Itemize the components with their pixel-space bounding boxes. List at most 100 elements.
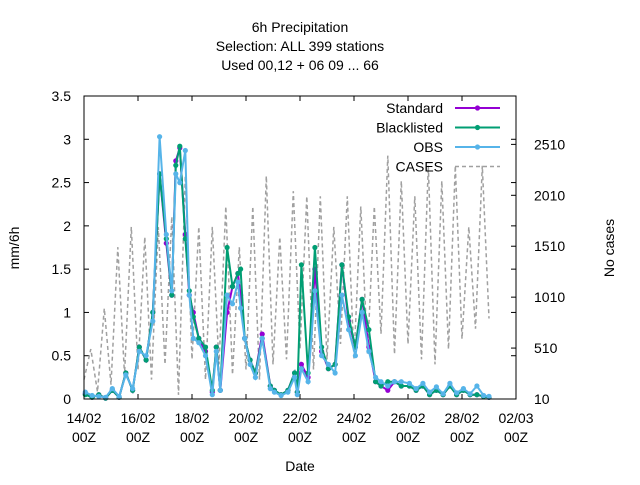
data-point-blacklisted	[177, 143, 183, 149]
chart-title-line-2: Selection: ALL 399 stations	[216, 38, 384, 54]
data-point-obs	[173, 171, 179, 177]
data-point-standard	[259, 331, 265, 337]
x-tick-label-date: 26/02	[390, 410, 425, 426]
x-tick-label-date: 02/03	[498, 410, 533, 426]
y-tick-label: 0.5	[52, 348, 72, 364]
data-point-blacklisted	[229, 283, 236, 290]
data-point-obs	[460, 386, 466, 392]
data-point-obs	[454, 390, 460, 396]
data-point-blacklisted	[298, 262, 304, 268]
data-point-obs	[467, 391, 473, 397]
y-tick-label: 3	[63, 131, 71, 147]
data-point-obs	[209, 392, 215, 398]
x-tick-label-date: 18/02	[174, 410, 209, 426]
data-point-obs	[481, 392, 487, 399]
chart-title-line-3: Used 00,12 + 06 09 ... 66	[221, 57, 379, 73]
data-point-obs	[325, 361, 331, 367]
x-tick-label-time: 00Z	[180, 429, 205, 445]
data-point-blacklisted	[136, 344, 142, 350]
legend-label: Standard	[386, 100, 443, 116]
y2-tick-label: 1510	[534, 238, 565, 254]
series-line-cases	[83, 155, 490, 395]
data-point-blacklisted	[378, 383, 384, 389]
legend-swatch-marker	[474, 105, 481, 111]
data-point-obs	[169, 288, 175, 294]
data-point-obs	[332, 370, 338, 376]
data-point-obs	[312, 288, 318, 294]
y-axis-label: mm/6h	[6, 227, 22, 270]
data-point-obs	[143, 353, 149, 359]
data-point-blacklisted	[366, 327, 372, 333]
data-point-blacklisted	[196, 335, 202, 341]
data-point-obs	[89, 392, 95, 399]
data-point-obs	[378, 379, 384, 385]
data-point-obs	[420, 380, 426, 386]
series-obs	[82, 134, 492, 400]
data-point-obs	[413, 386, 419, 392]
plot-frame	[83, 95, 517, 400]
data-point-obs	[292, 374, 298, 380]
data-point-obs	[271, 389, 277, 395]
data-point-obs	[96, 393, 102, 399]
data-point-obs	[346, 327, 352, 333]
data-point-obs	[294, 392, 300, 398]
x-tick-label-date: 28/02	[444, 410, 479, 426]
data-point-obs	[366, 348, 372, 354]
data-point-obs	[130, 386, 136, 392]
data-point-obs	[319, 353, 325, 359]
data-point-obs	[359, 309, 365, 315]
x-tick-label-time: 00Z	[234, 429, 259, 445]
data-point-blacklisted	[182, 236, 188, 242]
y-tick-label: 3.5	[52, 88, 72, 104]
data-point-obs	[82, 389, 88, 395]
y2-tick-label: 2010	[534, 187, 565, 203]
data-point-obs	[213, 348, 219, 354]
y-tick-label: 0	[63, 391, 71, 407]
data-point-blacklisted	[312, 244, 318, 251]
data-point-blacklisted	[235, 270, 241, 277]
data-point-blacklisted	[359, 296, 365, 302]
data-point-blacklisted	[202, 344, 209, 350]
legend-label: OBS	[413, 139, 443, 155]
data-point-obs	[267, 386, 273, 392]
y2-tick-label: 1010	[534, 289, 565, 305]
y-axis-ticks: 0 0.5 1 1.5 2 2.5 3 3.5	[52, 88, 516, 407]
x-tick-label-date: 14/02	[66, 410, 101, 426]
data-point-obs	[157, 134, 163, 140]
legend-label: Blacklisted	[376, 120, 443, 136]
data-point-obs	[440, 391, 446, 397]
data-point-obs	[109, 386, 115, 392]
data-point-obs	[339, 292, 345, 298]
y2-tick-label: 2510	[534, 136, 565, 152]
data-point-standard	[298, 361, 304, 367]
data-point-blacklisted	[474, 392, 480, 398]
data-point-obs	[238, 305, 244, 311]
data-point-obs	[259, 335, 265, 341]
series-layer	[82, 134, 492, 401]
series-cases	[83, 155, 490, 395]
data-point-obs	[177, 180, 183, 186]
data-point-obs	[202, 353, 209, 359]
data-point-blacklisted	[224, 244, 230, 251]
data-point-obs	[447, 380, 453, 386]
data-point-obs	[352, 353, 358, 359]
data-point-obs	[398, 379, 404, 385]
data-point-obs	[190, 335, 196, 341]
data-point-blacklisted	[398, 383, 404, 389]
data-point-blacklisted	[173, 162, 179, 168]
data-point-obs	[229, 301, 236, 307]
data-point-obs	[406, 380, 412, 386]
chart-title-line-1: 6h Precipitation	[252, 19, 349, 35]
data-point-blacklisted	[339, 262, 345, 268]
data-point-blacklisted	[238, 266, 244, 272]
y2-axis-label: No cases	[601, 219, 617, 277]
data-point-obs	[136, 348, 142, 354]
data-point-obs	[116, 393, 122, 399]
x-tick-label-time: 00Z	[342, 429, 367, 445]
data-point-obs	[385, 383, 391, 389]
x-tick-label-time: 00Z	[450, 429, 475, 445]
x-tick-label-time: 00Z	[288, 429, 313, 445]
data-point-obs	[123, 372, 129, 378]
x-axis-ticks: 14/02 00Z 16/02 00Z 18/02 00Z 20/02 00Z 22/02 00Z…	[66, 96, 534, 445]
data-point-obs	[196, 340, 202, 346]
